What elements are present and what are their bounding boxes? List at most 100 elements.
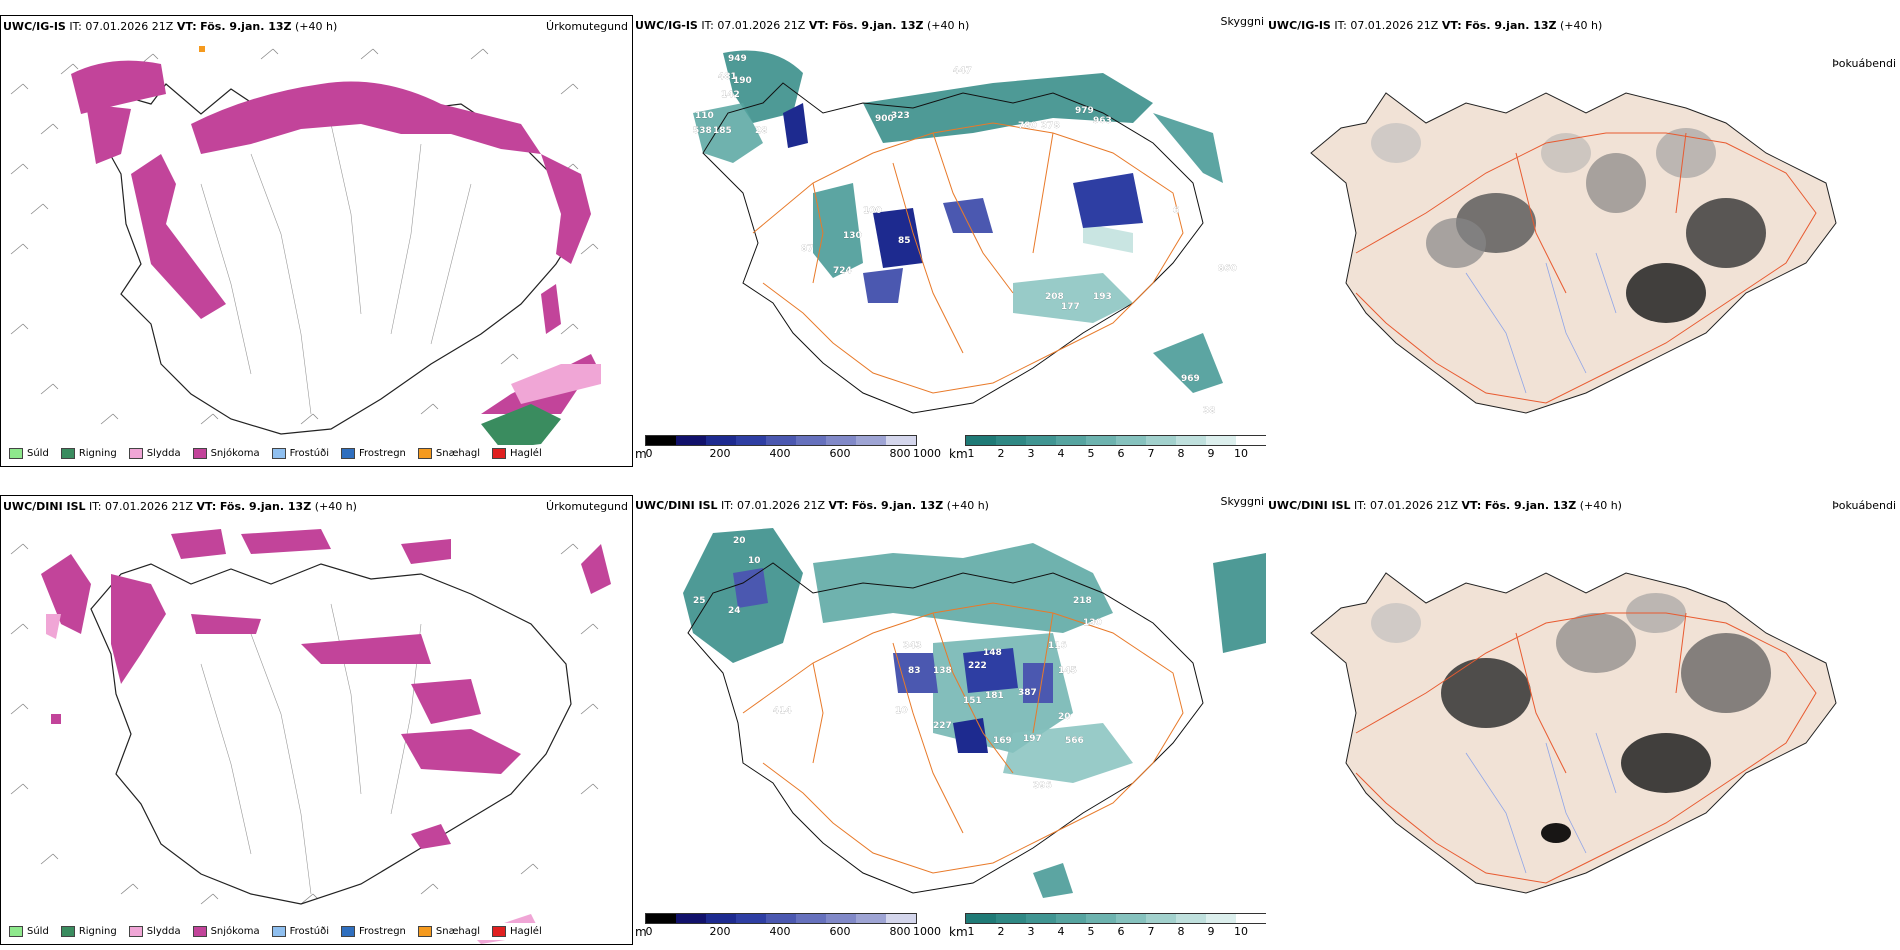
legend-freezing-rain: Frostregn <box>341 448 406 459</box>
init-time: IT: 07.01.2026 21Z <box>69 20 174 33</box>
precip-type-panel-bottom: UWC/DINI ISL IT: 07.01.2026 21Z VT: Fös.… <box>0 495 633 945</box>
valid-time: Fös. 9.jan. 13Z <box>1484 499 1577 512</box>
wind-barbs <box>10 48 599 425</box>
visibility-panel-bottom: UWC/DINI ISL IT: 07.01.2026 21Z VT: Fös.… <box>633 495 1266 945</box>
svg-text:969: 969 <box>1181 374 1200 384</box>
svg-text:130: 130 <box>843 231 862 241</box>
valid-label: VT: <box>828 499 849 512</box>
visibility-map: 20 10 25 24 343 83 138 222 148 116 145 1… <box>683 528 1266 898</box>
model-name: UWC/DINI ISL <box>3 500 86 513</box>
svg-text:181: 181 <box>985 691 1004 701</box>
valid-label: VT: <box>1441 19 1462 32</box>
svg-text:145: 145 <box>1058 666 1077 676</box>
param-name: Þokuábendi <box>1832 57 1896 70</box>
legend-snow: Snjókoma <box>192 448 260 459</box>
rivers <box>1465 252 1617 394</box>
valid-label: VT: <box>176 20 197 33</box>
lead-time: (+40 h) <box>295 20 338 33</box>
model-name: UWC/IG-IS <box>3 20 66 33</box>
svg-text:414: 414 <box>773 706 792 716</box>
roads <box>1355 612 1817 884</box>
snow-areas <box>41 529 611 849</box>
model-name: UWC/IG-IS <box>1268 19 1331 32</box>
legend-freezing-drizzle: Frostúði <box>271 926 329 937</box>
ptype-legend: Súld Rigning Slydda Snjókoma Frostúði Fr… <box>5 445 546 462</box>
svg-text:481: 481 <box>718 72 737 82</box>
init-time: IT: 07.01.2026 21Z <box>1334 19 1439 32</box>
svg-text:197: 197 <box>1023 734 1042 744</box>
precip-type-panel-top: UWC/IG-IS IT: 07.01.2026 21Z VT: Fös. 9.… <box>0 15 633 467</box>
svg-text:6: 6 <box>1173 206 1179 216</box>
panel-header: UWC/DINI ISL IT: 07.01.2026 21Z VT: Fös.… <box>3 500 357 513</box>
svg-text:151: 151 <box>963 696 982 706</box>
panel-header: UWC/DINI ISL IT: 07.01.2026 21Z VT: Fös.… <box>1268 499 1622 512</box>
svg-text:148: 148 <box>983 648 1002 658</box>
svg-text:142: 142 <box>721 90 740 100</box>
svg-text:24: 24 <box>728 606 741 616</box>
legend-snow: Snjókoma <box>192 926 260 937</box>
svg-text:177: 177 <box>1061 302 1080 312</box>
svg-text:10: 10 <box>748 556 761 566</box>
panel-header: UWC/DINI ISL IT: 07.01.2026 21Z VT: Fös.… <box>635 499 989 512</box>
svg-text:20: 20 <box>733 536 746 546</box>
colorbar-km: km 1 2 3 4 5 6 7 8 9 10 <box>949 435 1266 463</box>
ptype-legend: Súld Rigning Slydda Snjókoma Frostúði Fr… <box>5 923 546 940</box>
sleet-areas <box>511 364 601 404</box>
svg-text:447: 447 <box>953 66 972 76</box>
valid-label: VT: <box>196 500 217 513</box>
init-time: IT: 07.01.2026 21Z <box>701 19 806 32</box>
svg-text:979: 979 <box>1075 106 1094 116</box>
svg-text:949: 949 <box>728 54 747 64</box>
svg-text:387: 387 <box>1018 688 1037 698</box>
panel-header: UWC/IG-IS IT: 07.01.2026 21Z VT: Fös. 9.… <box>635 19 969 32</box>
svg-text:110: 110 <box>695 111 714 121</box>
legend-freezing-rain: Frostregn <box>341 926 406 937</box>
lead-time: (+40 h) <box>946 499 989 512</box>
legend-sleet: Slydda <box>128 448 181 459</box>
svg-text:396: 396 <box>1033 781 1052 791</box>
svg-text:780: 780 <box>1018 121 1037 131</box>
lead-time: (+40 h) <box>314 500 357 513</box>
svg-text:193: 193 <box>1093 292 1112 302</box>
legend-freezing-drizzle: Frostúði <box>271 448 329 459</box>
legend-rain: Rigning <box>60 926 117 937</box>
svg-text:10: 10 <box>895 706 908 716</box>
panel-header: UWC/IG-IS IT: 07.01.2026 21Z VT: Fös. 9.… <box>1268 19 1602 32</box>
init-time: IT: 07.01.2026 21Z <box>89 500 194 513</box>
rivers <box>1465 732 1617 874</box>
legend-drizzle: Súld <box>9 448 49 459</box>
svg-text:378: 378 <box>1041 121 1060 131</box>
legend-snow-pellets: Snæhagl <box>417 448 480 459</box>
svg-text:566: 566 <box>1065 736 1084 746</box>
visibility-fields <box>683 528 1266 898</box>
svg-text:85: 85 <box>898 236 911 246</box>
panel-header: UWC/IG-IS IT: 07.01.2026 21Z VT: Fös. 9.… <box>3 20 337 33</box>
svg-text:227: 227 <box>933 721 952 731</box>
param-name: Þokuábendi <box>1832 499 1896 512</box>
valid-time: Fös. 9.jan. 13Z <box>851 499 944 512</box>
snow-areas <box>71 60 601 414</box>
model-name: UWC/DINI ISL <box>1268 499 1351 512</box>
visibility-panel-top: UWC/IG-IS IT: 07.01.2026 21Z VT: Fös. 9.… <box>633 15 1266 467</box>
roads <box>742 602 1184 874</box>
valid-label: VT: <box>1461 499 1482 512</box>
legend-hail: Haglél <box>492 448 542 459</box>
svg-text:28: 28 <box>755 126 768 136</box>
svg-text:900: 900 <box>875 114 894 124</box>
legend-hail: Haglél <box>492 926 542 937</box>
vis-labels: 949 481 190 142 110 538 185 28 900 323 4… <box>693 54 1237 416</box>
svg-text:860: 860 <box>1218 264 1237 274</box>
colorbar-km: km 1 2 3 4 5 6 7 8 9 10 <box>949 913 1266 941</box>
colorbar-meters: m 0 200 400 600 800 1000 <box>633 913 941 941</box>
valid-time: Fös. 9.jan. 13Z <box>200 20 292 33</box>
svg-text:38: 38 <box>1203 406 1216 416</box>
lead-time: (+40 h) <box>1579 499 1622 512</box>
svg-text:20: 20 <box>1058 712 1071 722</box>
valid-time: Fös. 9.jan. 13Z <box>1465 19 1557 32</box>
lead-time: (+40 h) <box>1560 19 1603 32</box>
svg-text:87: 87 <box>801 244 814 254</box>
svg-text:83: 83 <box>908 666 921 676</box>
iceland-outline <box>702 82 1204 414</box>
svg-text:185: 185 <box>713 126 732 136</box>
vis-labels: 20 10 25 24 343 83 138 222 148 116 145 1… <box>693 536 1102 791</box>
